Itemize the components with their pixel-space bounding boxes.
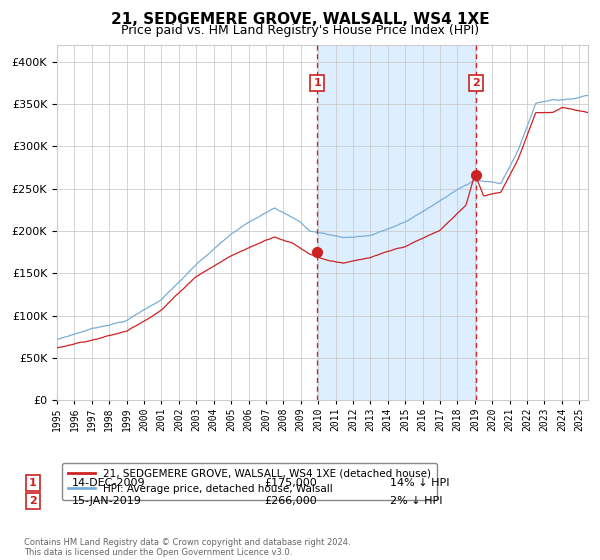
Text: 2: 2 <box>472 78 479 88</box>
Text: 21, SEDGEMERE GROVE, WALSALL, WS4 1XE: 21, SEDGEMERE GROVE, WALSALL, WS4 1XE <box>110 12 490 27</box>
Text: 2: 2 <box>29 496 37 506</box>
Text: Price paid vs. HM Land Registry's House Price Index (HPI): Price paid vs. HM Land Registry's House … <box>121 24 479 37</box>
Bar <box>317 45 476 400</box>
Text: £266,000: £266,000 <box>264 496 317 506</box>
Text: 14% ↓ HPI: 14% ↓ HPI <box>390 478 449 488</box>
Text: 1: 1 <box>314 78 322 88</box>
Text: 2% ↓ HPI: 2% ↓ HPI <box>390 496 443 506</box>
Text: £175,000: £175,000 <box>264 478 317 488</box>
Text: Contains HM Land Registry data © Crown copyright and database right 2024.
This d: Contains HM Land Registry data © Crown c… <box>24 538 350 557</box>
Text: 1: 1 <box>29 478 37 488</box>
Legend: 21, SEDGEMERE GROVE, WALSALL, WS4 1XE (detached house), HPI: Average price, deta: 21, SEDGEMERE GROVE, WALSALL, WS4 1XE (d… <box>62 463 437 500</box>
Text: 15-JAN-2019: 15-JAN-2019 <box>72 496 142 506</box>
Text: 14-DEC-2009: 14-DEC-2009 <box>72 478 146 488</box>
